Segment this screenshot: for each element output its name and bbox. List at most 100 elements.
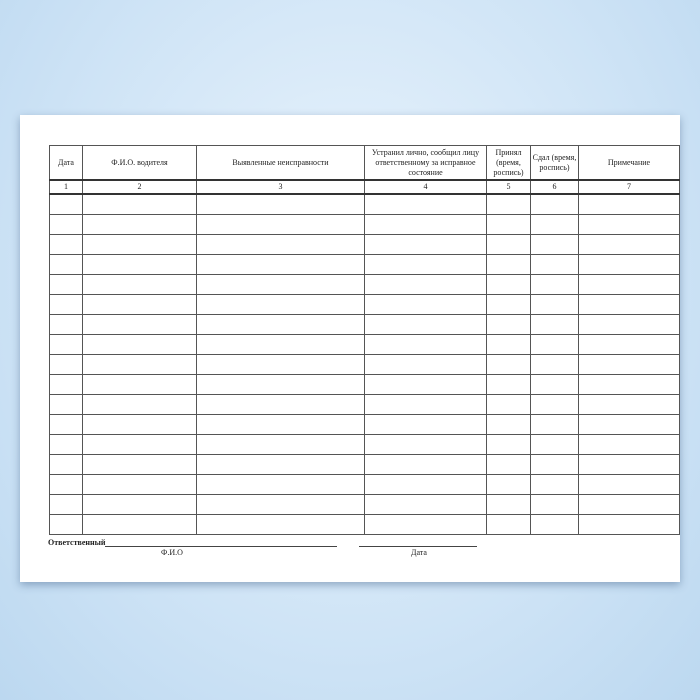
column-header: Ф.И.О. водителя <box>82 145 197 181</box>
empty-cell <box>486 414 531 435</box>
empty-cell <box>530 454 579 475</box>
empty-cell <box>364 414 487 435</box>
empty-cell <box>82 274 197 295</box>
empty-cell <box>530 514 579 535</box>
empty-cell <box>49 494 83 515</box>
date-caption: Дата <box>411 548 427 557</box>
empty-cell <box>530 274 579 295</box>
name-caption: Ф.И.О <box>161 548 183 557</box>
empty-cell <box>578 414 680 435</box>
empty-cell <box>530 374 579 395</box>
empty-cell <box>578 314 680 335</box>
empty-cell <box>486 234 531 255</box>
column-header: Принял (время, роспись) <box>486 145 531 181</box>
empty-cell <box>364 274 487 295</box>
empty-cell <box>364 494 487 515</box>
table-row <box>49 354 680 375</box>
empty-cell <box>82 314 197 335</box>
empty-cell <box>530 314 579 335</box>
empty-cell <box>364 374 487 395</box>
column-number: 2 <box>82 179 197 195</box>
empty-cell <box>82 474 197 495</box>
empty-cell <box>486 354 531 375</box>
empty-cell <box>486 434 531 455</box>
empty-cell <box>530 334 579 355</box>
table-row <box>49 434 680 455</box>
empty-cell <box>49 414 83 435</box>
empty-cell <box>82 414 197 435</box>
table-row <box>49 214 680 235</box>
empty-cell <box>196 274 365 295</box>
empty-cell <box>82 494 197 515</box>
empty-cell <box>196 314 365 335</box>
empty-cell <box>530 234 579 255</box>
table-row <box>49 254 680 275</box>
empty-cell <box>49 274 83 295</box>
empty-cell <box>530 354 579 375</box>
column-number: 4 <box>364 179 487 195</box>
empty-cell <box>196 234 365 255</box>
empty-cell <box>486 494 531 515</box>
empty-cell <box>486 454 531 475</box>
empty-cell <box>530 474 579 495</box>
empty-cell <box>364 434 487 455</box>
empty-cell <box>82 334 197 355</box>
empty-cell <box>49 374 83 395</box>
responsible-label: Ответственный <box>48 538 106 547</box>
empty-cell <box>196 474 365 495</box>
table-row <box>49 334 680 355</box>
empty-cell <box>49 254 83 275</box>
empty-cell <box>82 434 197 455</box>
name-signature-line <box>105 546 337 547</box>
empty-cell <box>196 394 365 415</box>
column-header: Примечание <box>578 145 680 181</box>
empty-cell <box>486 394 531 415</box>
empty-cell <box>82 354 197 375</box>
empty-cell <box>530 434 579 455</box>
empty-cell <box>49 214 83 235</box>
empty-cell <box>486 214 531 235</box>
empty-cell <box>486 374 531 395</box>
empty-cell <box>578 394 680 415</box>
empty-cell <box>578 214 680 235</box>
empty-cell <box>364 214 487 235</box>
empty-cell <box>82 234 197 255</box>
empty-cell <box>82 193 197 215</box>
table-row <box>49 494 680 515</box>
empty-cell <box>364 394 487 415</box>
empty-cell <box>196 494 365 515</box>
empty-cell <box>49 394 83 415</box>
table-row <box>49 294 680 315</box>
empty-cell <box>196 454 365 475</box>
empty-cell <box>196 414 365 435</box>
empty-cell <box>486 294 531 315</box>
empty-cell <box>196 374 365 395</box>
empty-cell <box>49 454 83 475</box>
empty-cell <box>196 514 365 535</box>
empty-cell <box>196 334 365 355</box>
empty-cell <box>578 434 680 455</box>
empty-cell <box>49 434 83 455</box>
empty-cell <box>530 294 579 315</box>
table-row <box>49 474 680 495</box>
empty-cell <box>486 474 531 495</box>
column-number: 7 <box>578 179 680 195</box>
empty-cell <box>486 274 531 295</box>
empty-cell <box>578 193 680 215</box>
empty-cell <box>364 314 487 335</box>
empty-cell <box>82 254 197 275</box>
empty-cell <box>82 294 197 315</box>
empty-cell <box>364 254 487 275</box>
empty-cell <box>486 334 531 355</box>
empty-cell <box>578 334 680 355</box>
table-row <box>49 374 680 395</box>
empty-cell <box>578 494 680 515</box>
empty-cell <box>364 334 487 355</box>
empty-cell <box>578 274 680 295</box>
empty-cell <box>364 514 487 535</box>
empty-cell <box>486 514 531 535</box>
form-sheet: Дата Ф.И.О. водителя Выявленные неисправно… <box>20 115 680 582</box>
empty-cell <box>486 193 531 215</box>
column-number: 1 <box>49 179 83 195</box>
table-row <box>49 193 680 215</box>
